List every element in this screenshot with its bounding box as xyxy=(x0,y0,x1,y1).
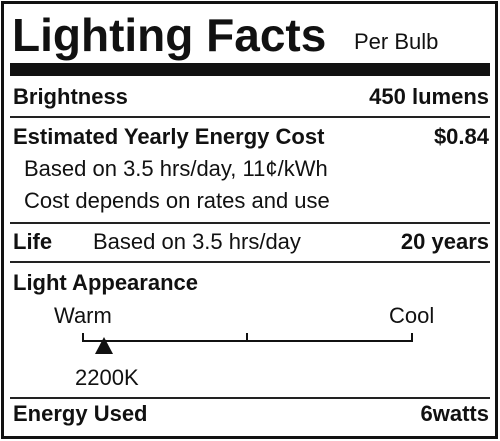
cost-value: $0.84 xyxy=(434,124,490,149)
life-label: Life xyxy=(13,229,52,254)
cool-label: Cool xyxy=(389,303,434,328)
thick-bar xyxy=(10,63,490,76)
warm-label: Warm xyxy=(54,303,112,328)
brightness-label: Brightness xyxy=(13,84,128,109)
appearance-scale xyxy=(82,333,413,342)
energy-label: Energy Used xyxy=(13,401,148,426)
title: Lighting Facts xyxy=(12,9,326,61)
appearance-pointer xyxy=(95,337,113,354)
brightness-value: 450 lumens xyxy=(369,84,489,109)
appearance-label: Light Appearance xyxy=(13,270,198,295)
energy-value: 6watts xyxy=(421,401,489,426)
marker-label: 2200K xyxy=(75,365,139,390)
life-value: 20 years xyxy=(401,229,489,254)
cost-note: Cost depends on rates and use xyxy=(24,188,330,213)
cost-label: Estimated Yearly Energy Cost xyxy=(13,124,325,149)
life-note: Based on 3.5 hrs/day xyxy=(93,229,301,254)
cost-note: Based on 3.5 hrs/day, 11¢/kWh xyxy=(24,156,328,181)
subtitle: Per Bulb xyxy=(354,29,438,54)
